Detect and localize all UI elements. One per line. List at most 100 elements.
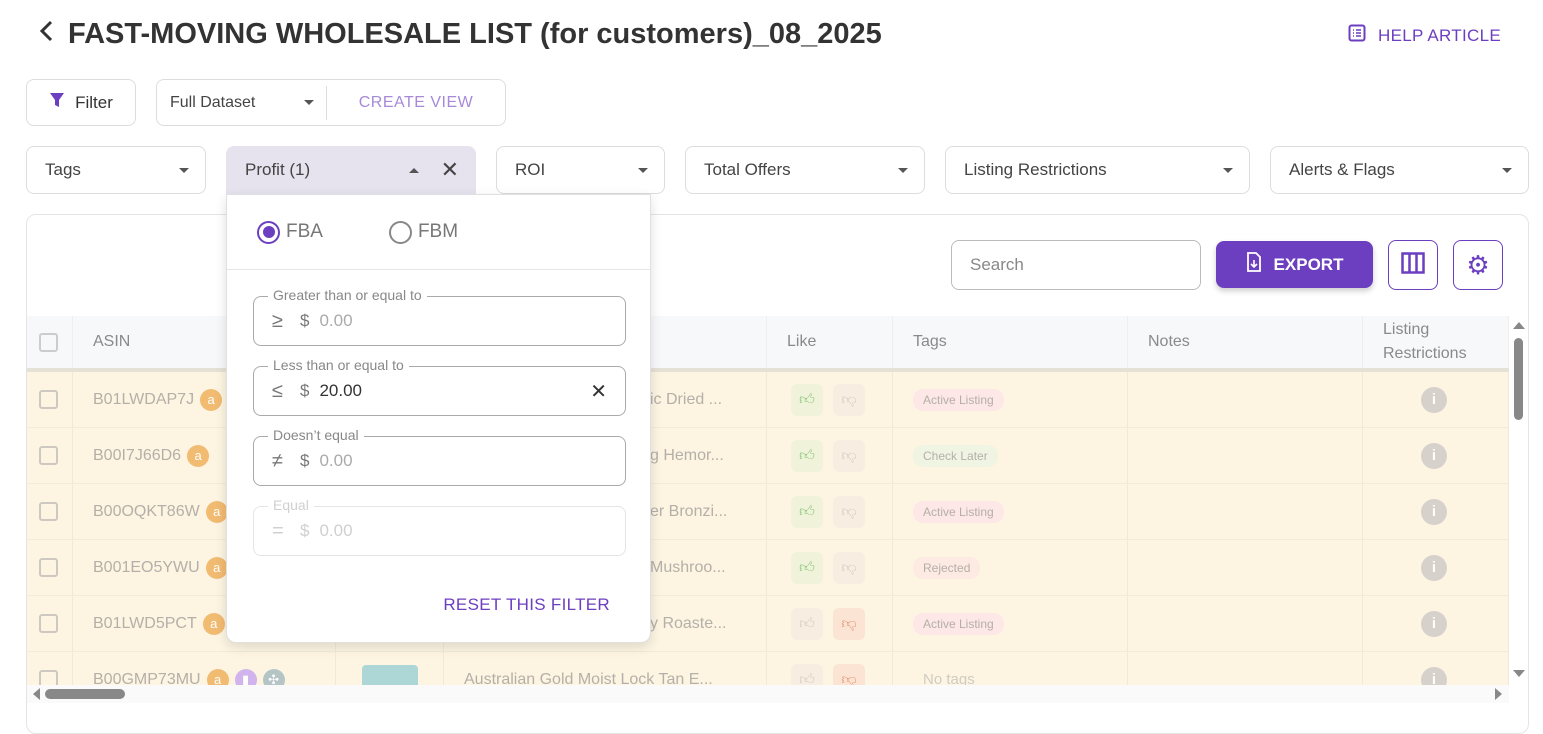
thumbs-down-icon[interactable]: 👎︎ — [833, 439, 865, 472]
horizontal-scroll-thumb[interactable] — [45, 689, 125, 699]
caret-up-icon[interactable] — [408, 167, 419, 173]
thumbs-down-icon[interactable]: 👎︎ — [833, 551, 865, 584]
radio-fbm[interactable]: FBM — [388, 220, 458, 244]
product-image-cell — [336, 652, 444, 685]
chart-icon[interactable]: ▮ — [234, 668, 257, 685]
asin-link[interactable]: B00GMP73MU — [93, 670, 201, 686]
search-input[interactable]: Search — [951, 240, 1201, 290]
amazon-icon[interactable]: a — [200, 388, 223, 411]
amazon-icon[interactable]: a — [205, 500, 228, 523]
radio-label: FBA — [286, 221, 323, 242]
asin-link[interactable]: B00I7J66D6 — [93, 446, 182, 464]
profit-field-lte[interactable]: Less than or equal to ≤ $ 20.00 ✕ — [253, 357, 626, 416]
thumbs-down-icon[interactable]: 👎︎ — [833, 663, 865, 685]
column-header-notes[interactable]: Notes — [1128, 316, 1363, 368]
thumbs-up-icon[interactable]: 👍︎ — [791, 495, 823, 528]
vertical-scroll-thumb[interactable] — [1514, 338, 1523, 420]
asin-link[interactable]: B00OQKT86W — [93, 502, 200, 520]
tag-badge: Active Listing — [913, 612, 1004, 635]
profit-field-gte[interactable]: Greater than or equal to ≥ $ 0.00 — [253, 287, 626, 346]
settings-button[interactable]: ⚙ — [1453, 240, 1503, 290]
row-checkbox[interactable] — [27, 652, 73, 685]
select-all-checkbox[interactable] — [27, 316, 73, 368]
notes-cell[interactable] — [1128, 652, 1363, 685]
thumbs-up-icon[interactable]: 👍︎ — [791, 551, 823, 584]
column-header-like[interactable]: Like — [767, 316, 893, 368]
product-title[interactable]: er Bronzi... — [650, 502, 728, 520]
filter-profit[interactable]: Profit (1) ✕ — [226, 146, 476, 194]
amazon-icon[interactable]: a — [202, 612, 225, 635]
asin-link[interactable]: B01LWD5PCT — [93, 614, 197, 632]
fulfillment-radio-group: FBA FBM — [227, 195, 650, 270]
asin-link[interactable]: B001EO5YWU — [93, 558, 200, 576]
keepa-icon[interactable]: ✣ — [262, 668, 285, 685]
filter-button[interactable]: Filter — [26, 79, 136, 126]
notes-cell[interactable] — [1128, 484, 1363, 539]
column-header-listing-restrictions[interactable]: Listing Restrictions — [1363, 316, 1509, 368]
amazon-icon[interactable]: a — [206, 668, 229, 685]
info-icon[interactable]: i — [1421, 498, 1447, 525]
profit-field-neq[interactable]: Doesn’t equal ≠ $ 0.00 — [253, 427, 626, 486]
thumbs-up-icon[interactable]: 👍︎ — [791, 383, 823, 416]
notes-cell[interactable] — [1128, 596, 1363, 651]
product-title[interactable]: Mushroo... — [650, 558, 726, 576]
info-icon[interactable]: i — [1421, 386, 1447, 413]
radio-fba[interactable]: FBA — [257, 220, 323, 244]
info-icon[interactable]: i — [1421, 554, 1447, 581]
horizontal-scrollbar[interactable] — [27, 685, 1509, 703]
export-button[interactable]: EXPORT — [1216, 241, 1373, 288]
clear-filter-icon[interactable]: ✕ — [440, 157, 459, 182]
product-title[interactable]: y Roaste... — [650, 614, 727, 632]
thumbs-up-icon[interactable]: 👍︎ — [791, 607, 823, 640]
back-chevron-icon[interactable] — [38, 18, 54, 51]
vertical-scrollbar[interactable] — [1511, 318, 1527, 684]
asin-link[interactable]: B01LWDAP7J — [93, 390, 195, 408]
view-select[interactable]: Full Dataset — [157, 85, 327, 120]
filter-total-offers[interactable]: Total Offers — [685, 146, 925, 194]
row-checkbox[interactable] — [27, 596, 73, 651]
info-icon[interactable]: i — [1421, 610, 1447, 637]
product-title[interactable]: ic Dried ... — [650, 390, 723, 408]
row-checkbox[interactable] — [27, 372, 73, 427]
table-row[interactable]: B00GMP73MU a ▮ ✣ Australian Gold Moist Lock… — [27, 652, 1509, 685]
info-icon[interactable]: i — [1421, 666, 1447, 685]
tags-cell[interactable]: Check Later — [893, 428, 1128, 483]
create-view-button[interactable]: CREATE VIEW — [358, 93, 474, 111]
tags-cell[interactable]: No tags — [893, 652, 1128, 685]
filter-alerts-flags[interactable]: Alerts & Flags — [1270, 146, 1529, 194]
scroll-up-arrow-icon[interactable] — [1513, 322, 1525, 329]
row-checkbox[interactable] — [27, 540, 73, 595]
amazon-icon[interactable]: a — [205, 556, 228, 579]
filter-tags[interactable]: Tags — [26, 146, 206, 194]
notes-cell[interactable] — [1128, 372, 1363, 427]
clear-value-icon[interactable]: ✕ — [590, 380, 607, 403]
row-checkbox[interactable] — [27, 484, 73, 539]
scroll-right-arrow-icon[interactable] — [1495, 688, 1502, 700]
tags-cell[interactable]: Active Listing — [893, 484, 1128, 539]
column-header-tags[interactable]: Tags — [893, 316, 1128, 368]
product-image[interactable] — [362, 664, 418, 685]
columns-icon — [1401, 251, 1425, 279]
columns-button[interactable] — [1388, 240, 1438, 290]
notes-cell[interactable] — [1128, 428, 1363, 483]
tags-cell[interactable]: Rejected — [893, 540, 1128, 595]
scroll-left-arrow-icon[interactable] — [33, 688, 40, 700]
thumbs-down-icon[interactable]: 👎︎ — [833, 383, 865, 416]
tags-cell[interactable]: Active Listing — [893, 372, 1128, 427]
tags-cell[interactable]: Active Listing — [893, 596, 1128, 651]
filter-roi[interactable]: ROI — [496, 146, 665, 194]
scroll-down-arrow-icon[interactable] — [1513, 670, 1525, 677]
help-article-link[interactable]: HELP ARTICLE — [1348, 24, 1501, 47]
thumbs-up-icon[interactable]: 👍︎ — [791, 439, 823, 472]
amazon-icon[interactable]: a — [187, 444, 210, 467]
reset-filter-button[interactable]: RESET THIS FILTER — [443, 595, 610, 614]
row-checkbox[interactable] — [27, 428, 73, 483]
notes-cell[interactable] — [1128, 540, 1363, 595]
info-icon[interactable]: i — [1421, 442, 1447, 469]
product-title[interactable]: Australian Gold Moist Lock Tan E... — [464, 670, 713, 686]
thumbs-down-icon[interactable]: 👎︎ — [833, 607, 865, 640]
thumbs-down-icon[interactable]: 👎︎ — [833, 495, 865, 528]
product-title[interactable]: g Hemor... — [650, 446, 724, 464]
filter-listing-restrictions[interactable]: Listing Restrictions — [945, 146, 1250, 194]
thumbs-up-icon[interactable]: 👍︎ — [791, 663, 823, 685]
